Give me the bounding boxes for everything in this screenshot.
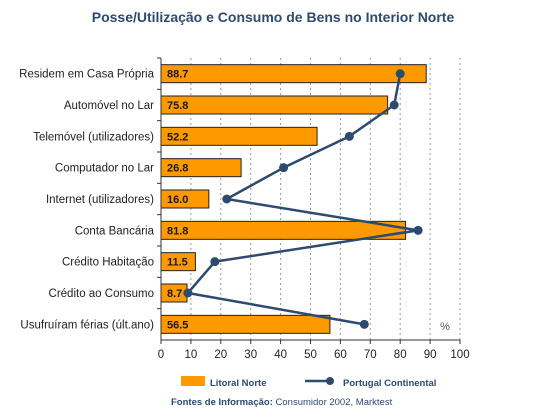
unit-label: % (440, 321, 450, 333)
category-label: Crédito ao Consumo (49, 288, 154, 300)
category-label: Telemóvel (utilizadores) (33, 131, 154, 143)
line-series (183, 69, 423, 329)
source-label: Fontes de Informação: (171, 397, 273, 408)
bar-value-label: 26.8 (167, 163, 188, 175)
line-point (210, 257, 220, 267)
bar (160, 64, 427, 84)
legend-label-litoral-norte: Litoral Norte (210, 378, 266, 389)
source-line: Fontes de Informação: Consumidor 2002, M… (171, 397, 393, 408)
x-tick-label: 90 (424, 349, 437, 361)
x-tick-label: 10 (185, 349, 198, 361)
category-label: Residem em Casa Própria (19, 69, 154, 81)
source-note: Fontes de Informação: Consumidor 2002, M… (171, 397, 393, 408)
legend-swatch-litoral-norte (181, 376, 205, 386)
line-point (413, 225, 423, 235)
bar-value-label: 52.2 (167, 131, 188, 143)
x-tick-label: 70 (364, 349, 377, 361)
x-tick-label: 20 (214, 349, 227, 361)
x-tick-label: 60 (334, 349, 347, 361)
x-tick-label: 80 (394, 349, 407, 361)
bar-value-label: 56.5 (167, 319, 188, 331)
legend-marker-portugal-continental (326, 377, 334, 385)
bar-series: 88.7 75.8 52.2 26.8 16.0 81.8 11.5 8.7 56.5 (160, 64, 427, 334)
category-label: Automóvel no Lar (64, 100, 154, 112)
line-point (222, 194, 232, 204)
bar-value-label: 75.8 (167, 100, 188, 112)
chart-title: Posse/Utilização e Consumo de Bens no In… (92, 9, 455, 25)
line-point (279, 163, 289, 173)
legend-label-portugal-continental: Portugal Continental (343, 378, 436, 389)
line-point (344, 131, 354, 141)
axes: 0 10 20 30 40 50 60 70 80 90 100 Residem em Casa Pr… (19, 57, 470, 361)
bar-value-label: 81.8 (167, 225, 188, 237)
x-tick-label: 100 (450, 349, 469, 361)
bar-value-label: 8.7 (167, 288, 182, 300)
category-label: Usufruíram férias (últ.ano) (20, 319, 154, 331)
bar (160, 220, 407, 240)
line-point (359, 319, 369, 329)
legend: Litoral Norte Portugal Continental (181, 376, 436, 389)
line-point (183, 288, 193, 298)
category-label: Internet (utilizadores) (46, 194, 154, 206)
category-label: Crédito Habitação (62, 257, 154, 269)
line-point (389, 100, 399, 110)
bar-value-label: 16.0 (167, 194, 188, 206)
bar (160, 95, 389, 115)
x-tick-label: 50 (304, 349, 317, 361)
source-value: Consumidor 2002, Marktest (273, 397, 393, 408)
bar-value-label: 11.5 (167, 257, 188, 269)
bar-value-label: 88.7 (167, 69, 188, 81)
x-tick-label: 40 (274, 349, 287, 361)
x-tick-label: 0 (158, 349, 164, 361)
x-tick-label: 30 (244, 349, 257, 361)
category-label: Conta Bancária (75, 225, 155, 237)
line-point (395, 69, 405, 79)
category-label: Computador no Lar (55, 163, 154, 175)
